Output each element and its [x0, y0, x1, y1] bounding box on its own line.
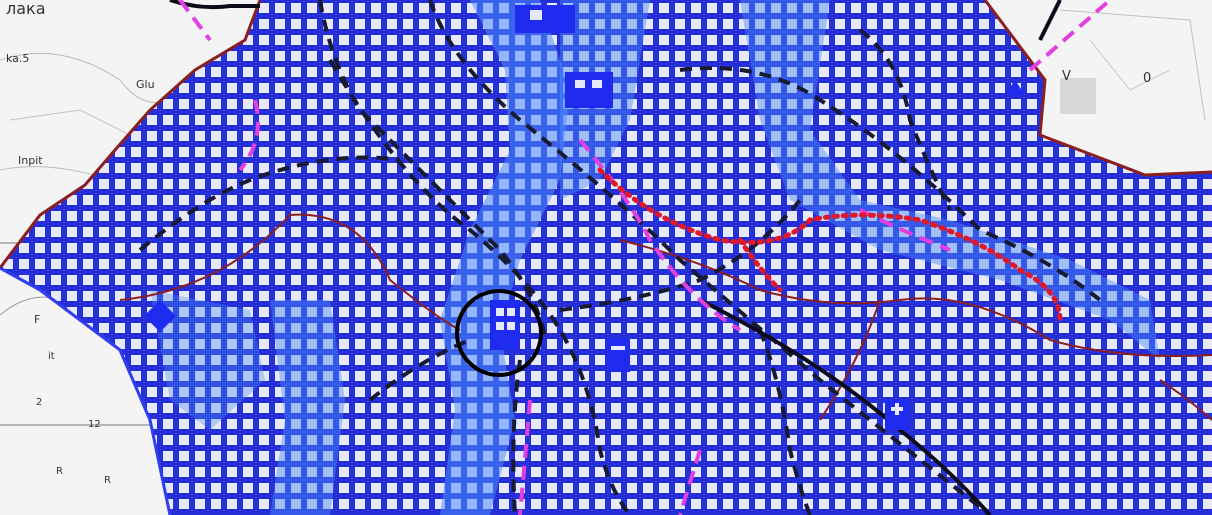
district-border-left	[0, 0, 262, 269]
red-dotted-boundary	[597, 167, 1063, 323]
center-circle-icon[interactable]	[455, 289, 543, 377]
map-label-edge-1: ka.5	[6, 52, 29, 65]
diamond-marker-icon[interactable]	[144, 300, 176, 332]
hospital-icon[interactable]	[885, 400, 909, 430]
triangle-marker-icon[interactable]	[1005, 80, 1025, 95]
center-marker-icon[interactable]	[490, 300, 520, 350]
small-station-icon[interactable]	[606, 338, 630, 372]
map-label-edge-9: R	[104, 475, 111, 486]
map-label-edge-8: R	[56, 466, 63, 477]
district-border-right	[983, 0, 1212, 177]
station-icon[interactable]	[515, 5, 575, 33]
zone-edge-left	[0, 266, 172, 515]
map-label-edge-7: 12	[88, 419, 101, 430]
building-icon[interactable]	[565, 72, 613, 108]
map-label-edge-6: 2	[36, 397, 42, 408]
map-label-edge-3: Inpit	[18, 154, 43, 167]
map-label-right-v: V	[1062, 69, 1071, 84]
map-label-right-o: 0	[1143, 71, 1151, 86]
map-label-top-left: лака	[6, 0, 46, 18]
map-label-edge-2: Glu	[136, 78, 155, 91]
map-label-edge-5: it	[48, 351, 55, 362]
map-label-edge-4: F	[34, 313, 40, 326]
internal-borders	[119, 213, 1212, 421]
